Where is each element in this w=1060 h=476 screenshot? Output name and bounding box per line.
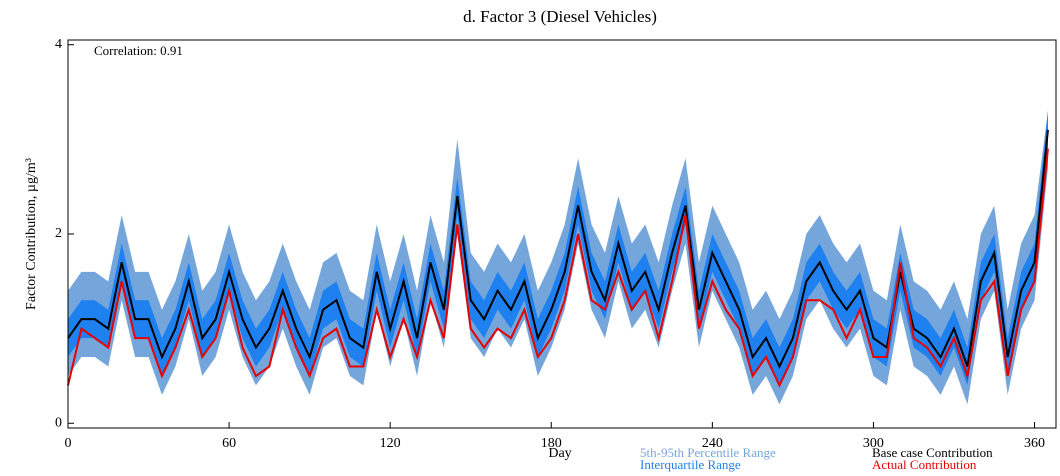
line: [67, 148, 1049, 388]
x-tick-label: 240: [702, 436, 723, 451]
y-tick-label: 2: [55, 226, 62, 241]
x-axis-label: Day: [548, 446, 571, 461]
x-tick-label: 0: [65, 436, 72, 451]
chart-title: d. Factor 3 (Diesel Vehicles): [463, 7, 657, 26]
x-tick-label: 300: [863, 436, 884, 451]
x-tick-label: 360: [1024, 436, 1045, 451]
line: [67, 129, 1049, 369]
x-tick-label: 60: [222, 436, 236, 451]
band: [68, 110, 1048, 386]
legend-entry: 5th-95th Percentile Range: [640, 445, 776, 460]
y-tick-label: 4: [55, 37, 62, 52]
x-tick-label: 180: [541, 436, 562, 451]
y-tick-label: 0: [55, 415, 62, 430]
legend-entry: Base case Contribution: [872, 445, 993, 460]
x-tick-label: 120: [380, 436, 401, 451]
legend-entry: Actual Contribution: [872, 457, 977, 472]
y-axis-label: Factor Contribution, µg/m³: [24, 158, 39, 310]
annotation: Correlation: 0.91: [94, 43, 183, 58]
legend-entry: Interquartile Range: [640, 457, 741, 472]
